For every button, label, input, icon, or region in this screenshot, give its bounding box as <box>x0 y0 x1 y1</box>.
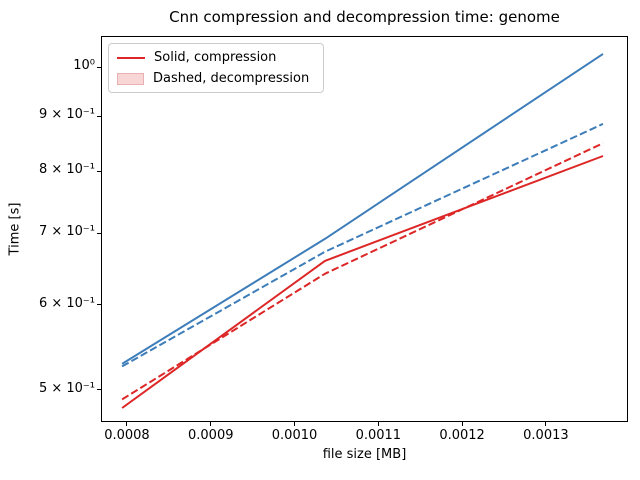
x-tick-label: 0.0009 <box>188 428 234 443</box>
x-tick-label: 0.0008 <box>104 428 150 443</box>
legend-patch-swatch <box>117 72 144 85</box>
y-tick-mark <box>97 115 101 117</box>
series-line-solid <box>121 53 604 365</box>
plot-area <box>101 36 628 422</box>
x-tick-mark <box>126 422 128 426</box>
legend-item-dashed-decompression: Dashed, decompression <box>117 70 315 88</box>
x-tick-label: 0.0011 <box>355 428 402 443</box>
y-tick-label: 10⁰ <box>73 58 95 74</box>
legend-label: Dashed, decompression <box>153 71 310 86</box>
y-tick-label: 9 × 10⁻¹ <box>38 107 95 123</box>
y-tick-label: 6 × 10⁻¹ <box>38 295 95 311</box>
y-tick-label: 8 × 10⁻¹ <box>38 162 95 177</box>
legend-item-solid-compression: Solid, compression <box>117 49 315 67</box>
y-tick-label: 5 × 10⁻¹ <box>38 380 95 396</box>
legend-box: Solid, compression Dashed, decompression <box>108 43 324 93</box>
x-tick-mark <box>377 422 379 426</box>
x-axis-label: file size [MB] <box>322 447 407 462</box>
x-tick-label: 0.0013 <box>523 428 569 443</box>
x-tick-label: 0.0012 <box>439 428 485 443</box>
y-axis-label: Time [s] <box>7 202 23 256</box>
y-tick-mark <box>97 66 101 68</box>
series-line-dashed <box>121 142 604 401</box>
x-tick-mark <box>294 422 296 426</box>
chart-title: Cnn compression and decompression time: … <box>169 8 560 26</box>
legend-label: Solid, compression <box>154 50 277 65</box>
y-tick-mark <box>97 389 101 391</box>
series-line-dashed <box>121 122 604 368</box>
series-line-solid <box>121 155 604 409</box>
y-tick-mark <box>97 232 101 234</box>
x-tick-mark <box>545 422 547 426</box>
legend-solid-line-swatch <box>117 56 145 59</box>
x-tick-mark <box>461 422 463 426</box>
y-tick-label: 7 × 10⁻¹ <box>38 224 95 240</box>
y-tick-mark <box>97 170 101 172</box>
chart-lines-canvas <box>121 53 604 409</box>
y-tick-mark <box>97 304 101 306</box>
x-tick-label: 0.0010 <box>271 428 318 443</box>
x-tick-mark <box>210 422 212 426</box>
